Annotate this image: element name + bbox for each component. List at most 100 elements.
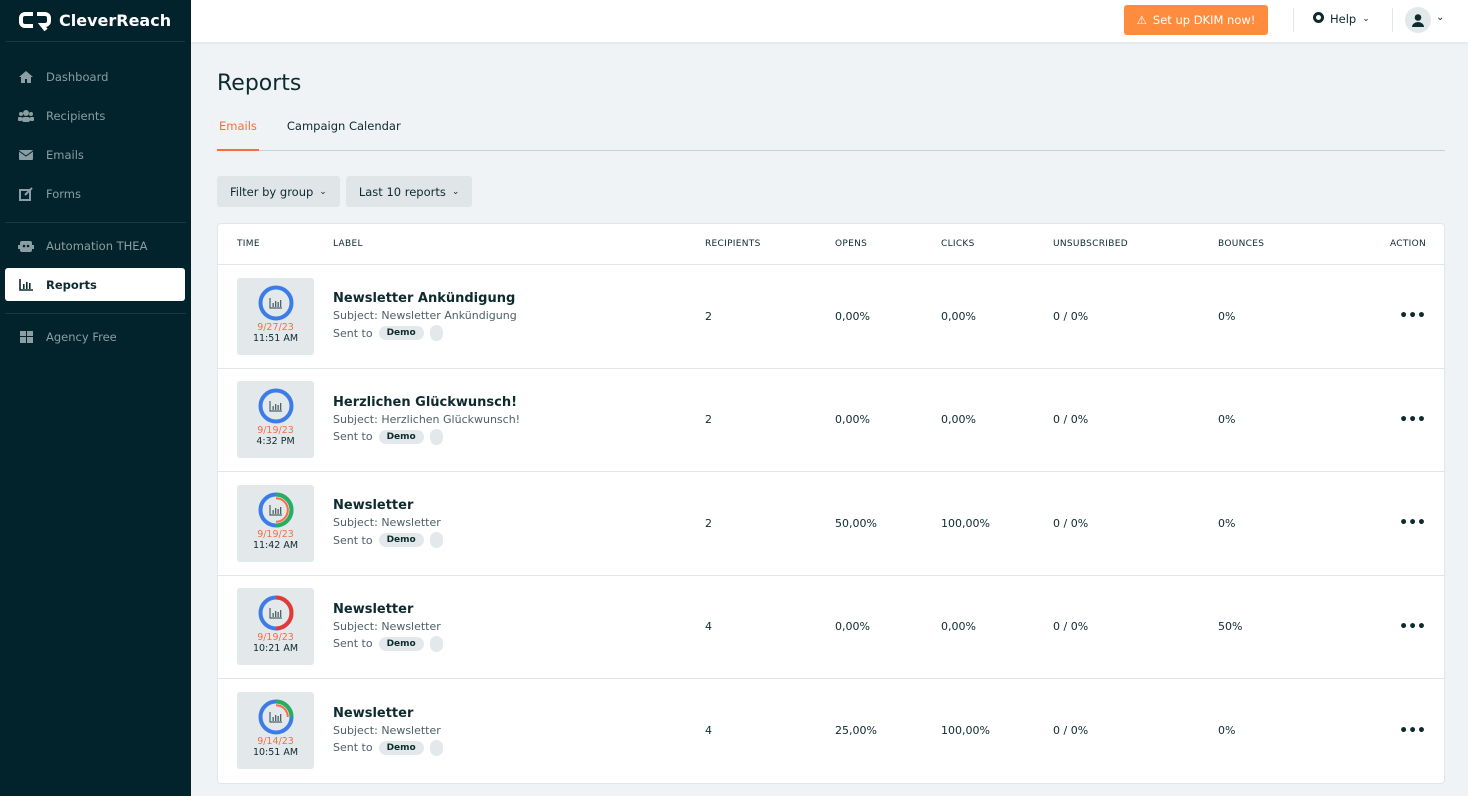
sidebar-item-label: Reports bbox=[46, 277, 97, 292]
sidebar-item-agency-free[interactable]: Agency Free bbox=[5, 320, 185, 353]
reports-table: TIME LABEL RECIPIENTS OPENS CLICKS UNSUB… bbox=[217, 223, 1445, 784]
recipients-value: 4 bbox=[705, 724, 712, 738]
table-row[interactable]: 9/19/23 11:42 AM Newsletter Subject: Newsl… bbox=[218, 472, 1444, 576]
report-label[interactable]: Newsletter bbox=[333, 601, 414, 617]
more-actions-icon[interactable]: ••• bbox=[1399, 308, 1426, 325]
table-row[interactable]: 9/27/23 11:51 AM Newsletter Ankündigung Su… bbox=[218, 265, 1444, 369]
filter-label: Last 10 reports bbox=[358, 184, 446, 199]
unsubscribed-value: 0 / 0% bbox=[1053, 620, 1089, 634]
unsubscribed-value: 0 / 0% bbox=[1053, 413, 1089, 427]
send-time: 11:51 AM bbox=[252, 332, 299, 344]
time-box: 9/19/23 10:21 AM bbox=[237, 588, 314, 666]
tab-campaign-calendar[interactable]: Campaign Calendar bbox=[286, 119, 401, 133]
send-date: 9/14/23 bbox=[257, 736, 294, 748]
divider bbox=[5, 313, 186, 314]
report-ring-icon bbox=[258, 285, 293, 321]
sidebar-item-recipients[interactable]: Recipients bbox=[5, 99, 185, 132]
sidebar-item-label: Automation THEA bbox=[46, 238, 148, 253]
chevron-down-icon: ⌄ bbox=[319, 186, 327, 197]
app-name: CleverReach bbox=[59, 11, 172, 30]
bounces-value: 0% bbox=[1218, 413, 1236, 427]
header-time: TIME bbox=[237, 239, 260, 249]
robot-icon bbox=[18, 240, 34, 252]
sidebar-item-automation-thea[interactable]: Automation THEA bbox=[5, 229, 185, 262]
more-actions-icon[interactable]: ••• bbox=[1399, 411, 1426, 428]
report-label[interactable]: Newsletter bbox=[333, 705, 414, 721]
sent-to-label: Sent to bbox=[333, 533, 373, 547]
sidebar-item-dashboard[interactable]: Dashboard bbox=[5, 60, 185, 93]
more-actions-icon[interactable]: ••• bbox=[1399, 515, 1426, 532]
page-title: Reports bbox=[217, 71, 302, 96]
chart-icon bbox=[18, 278, 34, 291]
header-bounces: BOUNCES bbox=[1218, 239, 1265, 249]
extra-badge bbox=[429, 325, 443, 342]
header-unsubscribed: UNSUBSCRIBED bbox=[1053, 239, 1128, 249]
clicks-value: 100,00% bbox=[941, 516, 990, 530]
sidebar-item-label: Dashboard bbox=[46, 69, 109, 84]
send-time: 10:21 AM bbox=[252, 643, 299, 655]
setup-dkim-button[interactable]: ⚠ Set up DKIM now! bbox=[1124, 5, 1268, 35]
extra-badge bbox=[429, 739, 443, 756]
report-count-dropdown[interactable]: Last 10 reports ⌄ bbox=[345, 176, 473, 207]
report-subject: Subject: Newsletter Ankündigung bbox=[333, 309, 517, 323]
send-date: 9/27/23 bbox=[257, 321, 294, 333]
table-row[interactable]: 9/19/23 4:32 PM Herzlichen Glückwunsch! Su… bbox=[218, 369, 1444, 472]
recipients-value: 2 bbox=[705, 413, 712, 427]
report-label[interactable]: Herzlichen Glückwunsch! bbox=[333, 394, 518, 410]
help-menu[interactable]: Help ⌄ bbox=[1313, 12, 1370, 26]
report-ring-icon bbox=[258, 492, 293, 528]
tabs: Emails Campaign Calendar bbox=[217, 119, 1445, 151]
group-badge: Demo bbox=[378, 429, 424, 444]
header-action: ACTION bbox=[1389, 239, 1426, 249]
tab-emails[interactable]: Emails bbox=[217, 119, 259, 151]
filter-label: Filter by group bbox=[230, 184, 314, 199]
filter-by-group-dropdown[interactable]: Filter by group ⌄ bbox=[217, 176, 340, 207]
sidebar-item-label: Agency Free bbox=[46, 329, 117, 344]
unsubscribed-value: 0 / 0% bbox=[1053, 724, 1089, 738]
table-row[interactable]: 9/14/23 10:51 AM Newsletter Subject: Newsl… bbox=[218, 679, 1444, 783]
sent-to-label: Sent to bbox=[333, 637, 373, 651]
more-actions-icon[interactable]: ••• bbox=[1399, 722, 1426, 739]
topbar: ⚠ Set up DKIM now! Help ⌄ ⌄ bbox=[191, 0, 1468, 42]
sent-to-label: Sent to bbox=[333, 430, 373, 444]
opens-value: 50,00% bbox=[835, 516, 877, 530]
group-badge: Demo bbox=[378, 636, 424, 651]
send-time: 4:32 PM bbox=[256, 436, 295, 448]
report-label[interactable]: Newsletter bbox=[333, 498, 414, 514]
chevron-down-icon: ⌄ bbox=[451, 186, 460, 197]
clicks-value: 0,00% bbox=[941, 620, 976, 634]
time-box: 9/19/23 4:32 PM bbox=[237, 381, 314, 459]
more-actions-icon[interactable]: ••• bbox=[1399, 618, 1426, 635]
header-recipients: RECIPIENTS bbox=[705, 239, 761, 249]
warning-icon: ⚠ bbox=[1136, 13, 1147, 27]
user-avatar[interactable] bbox=[1405, 7, 1431, 33]
sent-to-label: Sent to bbox=[333, 741, 373, 755]
table-row[interactable]: 9/19/23 10:21 AM Newsletter Subject: Newsl… bbox=[218, 576, 1444, 679]
clicks-value: 100,00% bbox=[941, 724, 990, 738]
sidebar-item-reports[interactable]: Reports bbox=[5, 268, 185, 301]
bounces-value: 0% bbox=[1218, 309, 1236, 323]
envelope-icon bbox=[18, 149, 34, 160]
recipients-value: 4 bbox=[705, 620, 712, 634]
recipients-value: 2 bbox=[705, 516, 712, 530]
time-box: 9/27/23 11:51 AM bbox=[237, 277, 314, 355]
report-label[interactable]: Newsletter Ankündigung bbox=[333, 291, 516, 307]
chevron-down-icon: ⌄ bbox=[1362, 14, 1370, 24]
logo[interactable]: CleverReach bbox=[6, 0, 185, 42]
time-box: 9/14/23 10:51 AM bbox=[237, 692, 314, 770]
bounces-value: 0% bbox=[1218, 724, 1236, 738]
report-subject: Subject: Newsletter bbox=[333, 723, 441, 737]
header-clicks: CLICKS bbox=[941, 239, 975, 249]
divider bbox=[5, 222, 186, 223]
table-header: TIME LABEL RECIPIENTS OPENS CLICKS UNSUB… bbox=[218, 224, 1444, 265]
chevron-down-icon[interactable]: ⌄ bbox=[1436, 12, 1445, 23]
unsubscribed-value: 0 / 0% bbox=[1053, 309, 1089, 323]
sidebar-item-forms[interactable]: Forms bbox=[5, 177, 185, 210]
opens-value: 0,00% bbox=[835, 309, 870, 323]
send-date: 9/19/23 bbox=[257, 528, 294, 540]
report-ring-icon bbox=[258, 595, 293, 631]
sidebar: CleverReach Dashboard Recipients Emails … bbox=[0, 0, 191, 796]
extra-badge bbox=[429, 428, 443, 445]
sidebar-item-emails[interactable]: Emails bbox=[5, 138, 185, 171]
time-box: 9/19/23 11:42 AM bbox=[237, 484, 314, 562]
